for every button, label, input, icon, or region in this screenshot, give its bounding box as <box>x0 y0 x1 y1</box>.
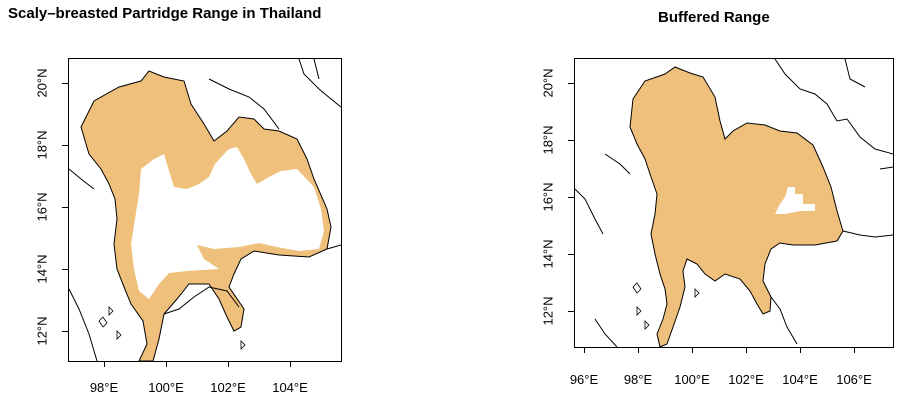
left-map-frame <box>68 58 342 362</box>
left-panel-title: Scaly–breasted Partridge Range in Thaila… <box>8 5 322 22</box>
right-islands <box>632 282 700 330</box>
left-islands <box>98 306 246 350</box>
left-xtick-104: 104°E <box>272 380 308 395</box>
right-unranged-patch <box>775 187 815 214</box>
left-unranged-area <box>131 147 324 299</box>
right-xtick-104: 104°E <box>782 372 818 387</box>
left-xtick-100: 100°E <box>148 380 184 395</box>
right-xtick-102: 102°E <box>728 372 764 387</box>
right-xtick-106: 106°E <box>836 372 872 387</box>
left-coast-gulf <box>163 286 240 315</box>
left-xtick-102: 102°E <box>210 380 246 395</box>
right-ytick-18: 18°N <box>540 125 556 155</box>
left-map <box>69 59 341 361</box>
right-border-lines <box>575 59 893 347</box>
right-xtick-96: 96°E <box>569 372 599 387</box>
left-ytick-18: 18°N <box>34 130 50 160</box>
right-ytick-14: 14°N <box>540 239 556 269</box>
right-xtick-98: 98°E <box>623 372 653 387</box>
left-ytick-12: 12°N <box>34 316 50 346</box>
left-border-lines <box>69 59 341 361</box>
right-map <box>575 59 893 347</box>
right-ytick-20: 20°N <box>540 68 556 98</box>
left-ytick-14: 14°N <box>34 254 50 284</box>
right-xtick-100: 100°E <box>674 372 710 387</box>
left-ytick-16: 16°N <box>34 192 50 222</box>
left-ytick-20: 20°N <box>34 68 50 98</box>
left-xtick-98: 98°E <box>89 380 119 395</box>
right-range-area <box>629 66 844 347</box>
right-ytick-12: 12°N <box>540 296 556 326</box>
right-panel-title: Buffered Range <box>658 9 770 26</box>
right-ytick-16: 16°N <box>540 182 556 212</box>
right-map-frame <box>574 58 894 348</box>
